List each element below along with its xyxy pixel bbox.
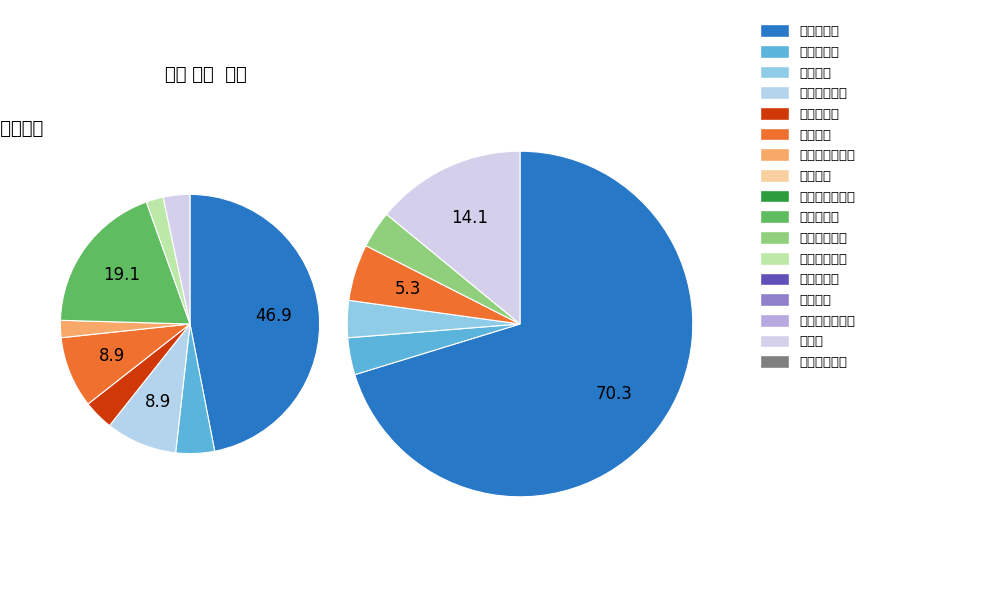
Wedge shape xyxy=(386,151,520,324)
Wedge shape xyxy=(347,301,520,338)
Text: パ・リーグ全プレイヤー: パ・リーグ全プレイヤー xyxy=(0,120,43,138)
Wedge shape xyxy=(60,320,190,338)
Wedge shape xyxy=(61,324,190,404)
Wedge shape xyxy=(60,202,190,324)
Wedge shape xyxy=(349,245,520,324)
Wedge shape xyxy=(88,324,190,425)
Wedge shape xyxy=(146,197,190,324)
Wedge shape xyxy=(355,151,693,497)
Text: 8.9: 8.9 xyxy=(99,347,125,365)
Wedge shape xyxy=(348,324,520,374)
Text: 5.3: 5.3 xyxy=(395,280,421,298)
Wedge shape xyxy=(110,324,190,453)
Text: 46.9: 46.9 xyxy=(255,307,292,325)
Wedge shape xyxy=(366,214,520,324)
Wedge shape xyxy=(190,194,320,451)
Legend: ストレート, ツーシーム, シュート, カットボール, スプリット, フォーク, チェンジアップ, シンカー, 高速スライダー, スライダー, 縦スライダー, : ストレート, ツーシーム, シュート, カットボール, スプリット, フォーク,… xyxy=(760,25,855,369)
Wedge shape xyxy=(163,194,190,324)
Text: 茶野 篤政  選手: 茶野 篤政 選手 xyxy=(165,66,247,84)
Wedge shape xyxy=(176,324,215,454)
Text: 14.1: 14.1 xyxy=(451,209,488,227)
Text: 19.1: 19.1 xyxy=(103,266,140,284)
Text: 8.9: 8.9 xyxy=(145,393,171,411)
Text: 70.3: 70.3 xyxy=(596,385,633,403)
